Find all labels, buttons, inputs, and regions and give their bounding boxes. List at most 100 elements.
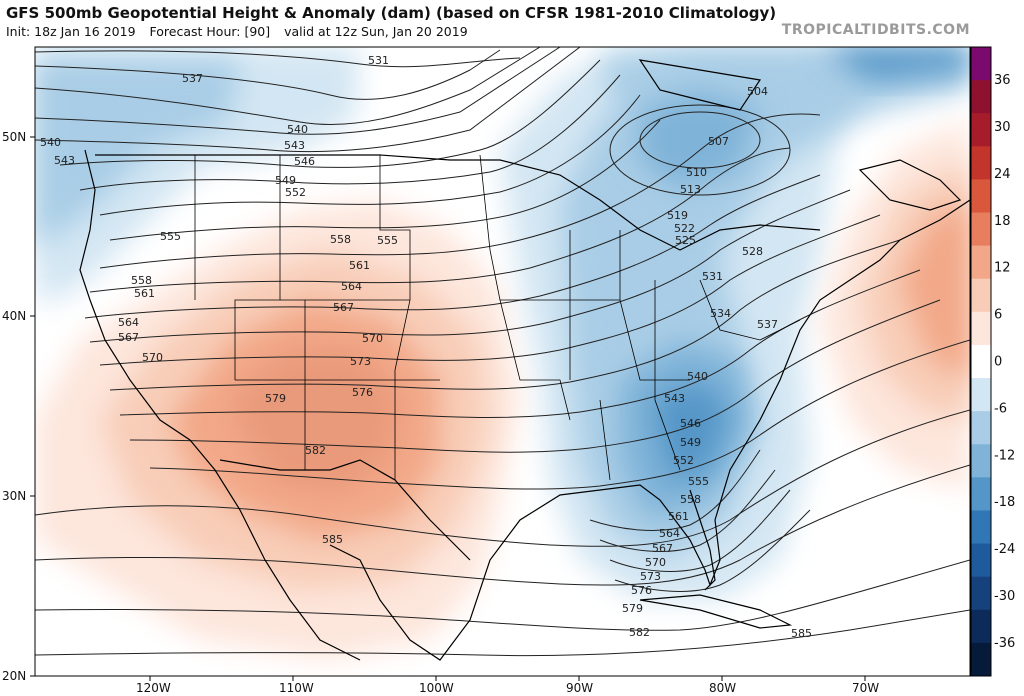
- contour-line: [89, 147, 791, 293]
- colorbar-label: 6: [994, 308, 1002, 323]
- contour-line: [609, 489, 791, 572]
- colorbar-label: 24: [994, 167, 1011, 182]
- contour-line: [59, 59, 601, 168]
- contour-line: [149, 339, 970, 490]
- contour-label: 573: [640, 570, 661, 583]
- contour-label: 549: [680, 436, 701, 449]
- colorbar-swatch: [971, 80, 991, 114]
- contour-line: [35, 50, 521, 68]
- contour-label: 570: [142, 351, 163, 364]
- contour-label: 534: [710, 307, 731, 320]
- contour-label: 567: [333, 301, 354, 314]
- contour-label: 555: [688, 475, 709, 488]
- us-canada-border: [95, 154, 821, 251]
- colorbar-swatch: [971, 411, 991, 445]
- hudson-bay: [638, 59, 762, 111]
- colorbar-frame: [970, 46, 992, 677]
- contour-line: [35, 49, 501, 100]
- contour-line: [614, 509, 811, 592]
- colorbar-swatch: [971, 344, 991, 379]
- contour-line: [609, 104, 791, 196]
- contour-label: 552: [285, 186, 306, 199]
- colorbar-swatch: [971, 576, 991, 611]
- east-contour-labels: 504 507 510 513 519 522 525 528 531 534 …: [622, 85, 812, 640]
- contour-line: [35, 47, 541, 125]
- contour-label: 561: [349, 259, 370, 272]
- colorbar-swatch: [971, 510, 991, 545]
- lat-label-30n: 30N: [2, 489, 26, 503]
- lat-label-50n: 50N: [2, 130, 26, 144]
- atlantic-ridge-core: [900, 200, 970, 380]
- west-coast: [79, 149, 361, 661]
- contour-label: 504: [747, 85, 768, 98]
- init-time: Init: 18z Jan 16 2019: [6, 24, 136, 39]
- state-line: [599, 399, 611, 481]
- colorbar-label: -36: [994, 636, 1015, 651]
- map-title: GFS 500mb Geopotential Height & Anomaly …: [6, 4, 777, 22]
- contour-label: 531: [702, 270, 723, 283]
- lon-label-100w: 100W: [419, 681, 454, 695]
- contour-line: [589, 449, 761, 531]
- contour-label: 546: [294, 155, 315, 168]
- contour-line: [99, 214, 881, 366]
- lon-label-120w: 120W: [136, 681, 171, 695]
- contour-line: [35, 47, 561, 135]
- contour-label: 561: [134, 287, 155, 300]
- contour-label: 507: [708, 135, 729, 148]
- colorbar-label: 0: [994, 355, 1002, 370]
- contour-label: 576: [631, 584, 652, 597]
- contour-label: 558: [680, 493, 701, 506]
- contour-line: [99, 94, 641, 216]
- contour-label: 561: [668, 510, 689, 523]
- contour-label: 555: [377, 234, 398, 247]
- forecast-hour: Forecast Hour: [90]: [149, 24, 271, 39]
- contour-label: 540: [287, 123, 308, 136]
- contour-line: [639, 111, 761, 169]
- contour-label: 564: [659, 527, 680, 540]
- colorbar-label: 30: [994, 120, 1011, 135]
- contour-label: 573: [350, 355, 371, 368]
- contour-label: 564: [118, 316, 139, 329]
- contour-label: 558: [330, 233, 351, 246]
- contour-label: 576: [352, 386, 373, 399]
- contour-line: [35, 464, 970, 586]
- contour-line: [35, 559, 970, 631]
- colorbar-swatch: [971, 378, 991, 412]
- hudson-trough-peak: [820, 47, 970, 80]
- contour-label: 582: [629, 626, 650, 639]
- lon-label-80w: 80W: [709, 681, 736, 695]
- map-frame: [34, 46, 971, 677]
- contour-label: 549: [275, 174, 296, 187]
- colorbar-label: 36: [994, 73, 1011, 88]
- colorbar-label: -18: [994, 495, 1015, 510]
- contour-line: [35, 47, 581, 153]
- contour-line: [109, 119, 661, 241]
- lat-label-20n: 20N: [2, 669, 26, 683]
- contour-label: 525: [675, 234, 696, 247]
- contour-label: 570: [362, 332, 383, 345]
- colorbar-swatch: [971, 212, 991, 247]
- contour-line: [99, 113, 821, 269]
- colorbar-swatch: [971, 543, 991, 578]
- us-mexico-border: [219, 459, 471, 561]
- colorbar: 36 30 24 18 12 6 0 -6 -12 -18 -24 -30 -36: [970, 46, 1015, 677]
- state-line: [234, 155, 281, 380]
- valid-time: valid at 12z Sun, Jan 20 2019: [284, 24, 468, 39]
- lon-label-110w: 110W: [279, 681, 314, 695]
- contour-label: 585: [791, 627, 812, 640]
- contour-label: 567: [652, 542, 673, 555]
- contour-label: 519: [667, 209, 688, 222]
- state-line: [654, 280, 681, 471]
- state-line: [699, 279, 801, 341]
- contour-label: 528: [742, 245, 763, 258]
- colorbar-swatch: [971, 444, 991, 478]
- contour-label: 582: [305, 444, 326, 457]
- colorbar-label: 12: [994, 261, 1011, 276]
- contour-label: 558: [131, 274, 152, 287]
- contour-label: 543: [54, 154, 75, 167]
- contour-label: 567: [118, 331, 139, 344]
- axis-ticks: [30, 136, 866, 681]
- contour-label: 585: [322, 533, 343, 546]
- colorbar-label: 18: [994, 214, 1011, 229]
